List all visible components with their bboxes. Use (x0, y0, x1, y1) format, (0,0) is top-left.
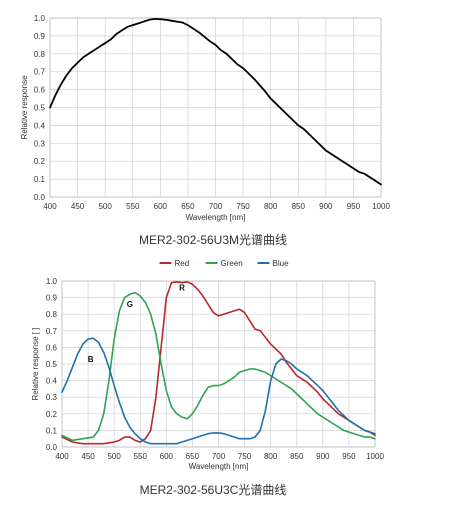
chart2-ytick-label: 0.8 (46, 310, 58, 319)
chart2-xtick-label: 400 (55, 452, 69, 461)
chart2-xtick-label: 800 (264, 452, 278, 461)
chart1-ytick-label: 0.2 (34, 157, 46, 166)
color-chart-legend: Red Green Blue (159, 259, 290, 268)
chart1-ytick-label: 0.3 (34, 139, 46, 148)
chart2-ytick-label: 0.6 (46, 343, 58, 352)
chart2-ytick-label: 0.3 (46, 393, 58, 402)
chart1-series-line-0 (49, 17, 382, 186)
chart1-xtick-label: 850 (292, 202, 306, 211)
chart1-xtick-label: 600 (154, 202, 168, 211)
chart2-xtick-label: 450 (81, 452, 95, 461)
chart2-xtick-label: 950 (342, 452, 356, 461)
chart2-ytick-label: 0.0 (46, 443, 58, 452)
chart2-curve-annotation: B (88, 355, 94, 364)
chart2-xtick-label: 550 (134, 452, 148, 461)
mono-chart-caption: MER2-302-56U3M光谱曲线 (139, 233, 287, 247)
chart1-ytick-label: 0.9 (34, 32, 46, 41)
chart2-series-line-blue (61, 337, 376, 445)
chart2-ytick-label: 0.1 (46, 426, 58, 435)
chart1-xtick-label: 550 (126, 202, 140, 211)
chart2-xtick-label: 900 (316, 452, 330, 461)
chart2-ytick-label: 0.2 (46, 410, 58, 419)
chart1-ytick-label: 0.6 (34, 86, 46, 95)
legend-label-blue: Blue (273, 259, 290, 268)
chart2-series-line-green (61, 291, 376, 442)
chart1-ytick-label: 0.5 (34, 104, 46, 113)
chart2-ytick-label: 0.7 (46, 327, 58, 336)
chart2-xtick-label: 500 (107, 452, 121, 461)
chart1-xtick-label: 750 (236, 202, 250, 211)
chart1-ytick-label: 1.0 (34, 14, 46, 23)
mono-chart: 0.0 0.1 0.2 0.3 0.4 0.5 0.6 0.7 0.8 0.9 1.0 400 450 5… (20, 14, 390, 222)
chart2-ytick-label: 0.5 (46, 360, 58, 369)
chart1-xtick-label: 500 (98, 202, 112, 211)
chart1-ytick-label: 0.7 (34, 68, 46, 77)
chart1-xtick-label: 450 (71, 202, 85, 211)
chart1-xaxis-label: Wavelength [nm] (186, 213, 246, 222)
chart2-xtick-label: 700 (212, 452, 226, 461)
chart1-ytick-label: 0.4 (34, 121, 46, 130)
chart2-xtick-label: 750 (238, 452, 252, 461)
color-chart: 0.0 0.1 0.2 0.3 0.4 0.5 0.6 0.7 0.8 0.9 1.0 400 450 5… (31, 277, 384, 471)
chart2-ytick-label: 0.4 (46, 377, 58, 386)
chart1-ytick-label: 0.1 (34, 175, 46, 184)
chart2-xaxis-label: Wavelength [nm] (189, 462, 249, 471)
chart2-ytick-label: 0.9 (46, 294, 58, 303)
chart1-yaxis-label: Relative response (20, 75, 29, 140)
chart1-xtick-label: 650 (181, 202, 195, 211)
chart2-xtick-label: 1000 (366, 452, 384, 461)
chart1-xtick-label: 1000 (372, 202, 390, 211)
legend-label-green: Green (221, 259, 243, 268)
chart1-xtick-label: 900 (319, 202, 333, 211)
chart1-xtick-label: 950 (347, 202, 361, 211)
chart2-curve-annotation: G (127, 300, 133, 309)
chart2-yaxis-label: Relative response [ ] (31, 328, 40, 401)
chart1-xtick-label: 800 (264, 202, 278, 211)
chart2-series-line-red (61, 281, 376, 445)
chart1-ytick-label: 0.8 (34, 50, 46, 59)
chart1-xtick-label: 400 (43, 202, 57, 211)
color-chart-caption: MER2-302-56U3C光谱曲线 (140, 483, 287, 497)
chart2-curve-annotation: R (179, 284, 185, 293)
chart2-xtick-label: 850 (290, 452, 304, 461)
legend-label-red: Red (175, 259, 190, 268)
chart2-xtick-label: 600 (160, 452, 174, 461)
chart1-xtick-label: 700 (209, 202, 223, 211)
chart2-ytick-label: 1.0 (46, 277, 58, 286)
chart1-ytick-label: 0.0 (34, 193, 46, 202)
chart2-plot-frame (61, 280, 376, 448)
chart2-xtick-label: 650 (186, 452, 200, 461)
